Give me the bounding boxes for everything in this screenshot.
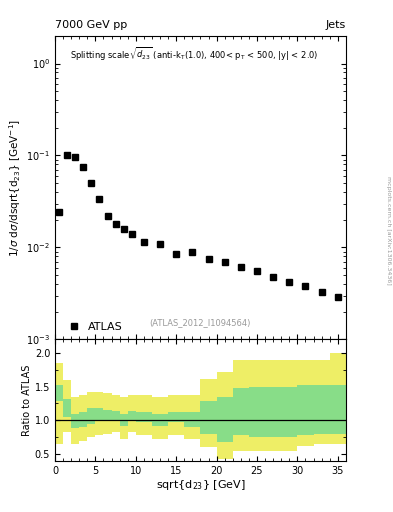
- Legend: ATLAS: ATLAS: [61, 319, 125, 334]
- ATLAS: [303, 283, 308, 289]
- Y-axis label: Ratio to ATLAS: Ratio to ATLAS: [22, 365, 32, 436]
- ATLAS: [190, 248, 195, 254]
- Text: 7000 GeV pp: 7000 GeV pp: [55, 20, 127, 30]
- ATLAS: [81, 164, 86, 170]
- ATLAS: [57, 209, 61, 216]
- X-axis label: sqrt{d$_{23}$} [GeV]: sqrt{d$_{23}$} [GeV]: [156, 478, 245, 493]
- ATLAS: [89, 180, 94, 186]
- ATLAS: [158, 241, 162, 247]
- ATLAS: [174, 251, 178, 257]
- Text: mcplots.cern.ch [arXiv:1306.3436]: mcplots.cern.ch [arXiv:1306.3436]: [386, 176, 391, 285]
- ATLAS: [121, 226, 126, 232]
- ATLAS: [287, 279, 292, 285]
- Text: Jets: Jets: [325, 20, 346, 30]
- ATLAS: [129, 231, 134, 237]
- Text: (ATLAS_2012_I1094564): (ATLAS_2012_I1094564): [150, 318, 251, 327]
- ATLAS: [73, 154, 77, 160]
- ATLAS: [271, 274, 275, 280]
- ATLAS: [141, 239, 146, 245]
- ATLAS: [65, 153, 70, 159]
- ATLAS: [335, 294, 340, 300]
- ATLAS: [319, 289, 324, 295]
- Text: Splitting scale$\sqrt{d_{23}}$ (anti-k$_{\mathregular{T}}$(1.0), 400< p$_{\mathr: Splitting scale$\sqrt{d_{23}}$ (anti-k$_…: [70, 45, 318, 62]
- Line: ATLAS: ATLAS: [56, 153, 341, 300]
- ATLAS: [255, 268, 259, 274]
- ATLAS: [239, 264, 243, 270]
- ATLAS: [105, 213, 110, 219]
- ATLAS: [206, 256, 211, 262]
- ATLAS: [222, 259, 227, 265]
- Y-axis label: 1/$\sigma$ d$\sigma$/dsqrt{d$_{23}$} [GeV$^{-1}$]: 1/$\sigma$ d$\sigma$/dsqrt{d$_{23}$} [Ge…: [7, 118, 24, 257]
- ATLAS: [97, 196, 102, 202]
- ATLAS: [113, 221, 118, 227]
